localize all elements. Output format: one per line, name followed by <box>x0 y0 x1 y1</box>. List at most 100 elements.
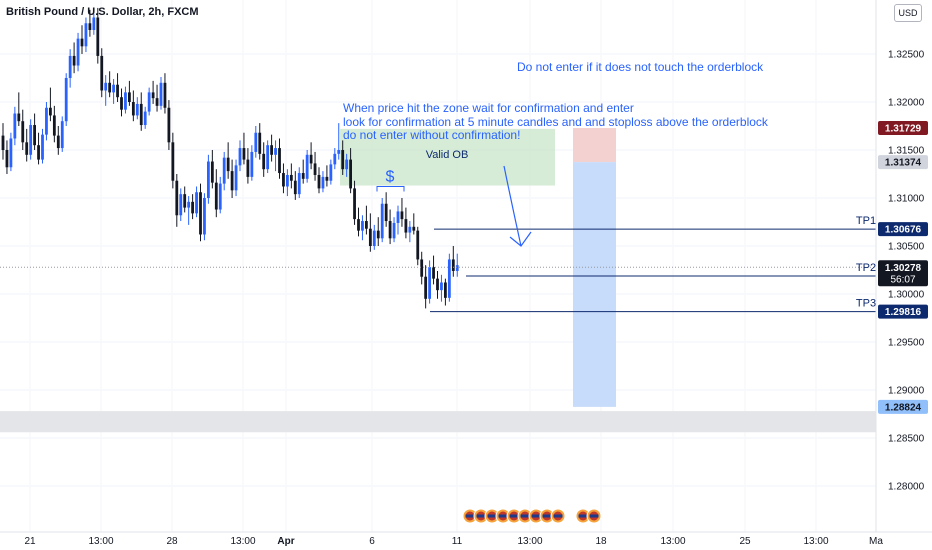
chart-title: British Pound / U.S. Dollar, 2h, FXCM <box>6 6 199 18</box>
candle-body <box>100 55 104 91</box>
price-tag-label: 1.30676 <box>885 225 922 236</box>
target-zone <box>573 162 616 407</box>
candle-body <box>203 198 206 235</box>
candle-body <box>396 211 400 223</box>
event-flag-icon[interactable] <box>575 508 591 524</box>
candle-body <box>218 183 222 210</box>
order-block-zone <box>340 128 555 186</box>
candle-body <box>29 125 33 155</box>
candle-body <box>167 107 171 143</box>
event-flag-icon[interactable] <box>517 508 533 524</box>
candle-body <box>191 201 194 214</box>
candle-body <box>392 222 396 239</box>
candle-body <box>1 135 5 150</box>
price-tag <box>878 222 928 237</box>
flag-stripe <box>520 514 530 518</box>
candle-body <box>104 82 108 91</box>
event-flag-icon[interactable] <box>495 508 511 524</box>
time-axis[interactable]: 21 13:00 28 13:00 Apr 6 11 13:00 18 13:00 25 13:00 M… <box>0 531 932 547</box>
drawing-lines: TP1 TP2 TP3 $ <box>0 165 876 313</box>
gray-band <box>0 411 876 433</box>
candle-body <box>428 267 431 299</box>
candle-body <box>368 228 372 246</box>
candle-body <box>116 84 119 98</box>
candle-body <box>317 174 321 189</box>
candle-body <box>372 230 376 246</box>
candle-body <box>80 38 84 47</box>
current-price-label: 1.30278 <box>885 263 922 274</box>
candle-body <box>131 102 135 116</box>
candle-body <box>282 173 285 187</box>
candle-body <box>313 163 317 175</box>
candle-body <box>13 113 17 139</box>
candle-body <box>96 17 100 56</box>
candle-body <box>455 265 459 271</box>
candle-body <box>45 107 48 135</box>
event-flag-icon[interactable] <box>473 508 489 524</box>
flag-stripe <box>465 514 475 518</box>
candle-body <box>447 259 451 298</box>
candle-body <box>384 203 388 222</box>
price-tag <box>878 304 928 319</box>
candle-body <box>37 145 40 160</box>
price-tag-label: 1.28824 <box>885 402 922 413</box>
current-price-tag <box>878 260 928 287</box>
candle-body <box>242 148 246 160</box>
candle-body <box>179 194 183 216</box>
x-tick-label: 13:00 <box>517 536 542 547</box>
candle-body <box>432 267 435 279</box>
drawing-zones: Valid OB <box>0 128 876 433</box>
event-flag-icon[interactable] <box>550 508 566 524</box>
event-flag-icon[interactable] <box>586 508 602 524</box>
x-tick-label: 6 <box>369 536 375 547</box>
candle-body <box>163 82 167 108</box>
candle-body <box>388 221 392 239</box>
event-flag-icon[interactable] <box>506 508 522 524</box>
candle-body <box>143 111 147 126</box>
candle-body <box>72 55 76 66</box>
candle-body <box>21 121 25 143</box>
price-tag-label: 1.31729 <box>885 124 922 135</box>
candle-body <box>250 151 254 177</box>
candle-body <box>266 145 270 170</box>
candle-body <box>321 176 325 189</box>
candle-body <box>207 161 210 198</box>
event-flag-icon[interactable] <box>484 508 500 524</box>
event-flag-icon[interactable] <box>539 508 555 524</box>
candle-body <box>52 115 56 136</box>
y-tick-label: 1.29500 <box>888 338 925 349</box>
candle-body <box>451 259 455 271</box>
price-tag-label: 1.31374 <box>885 158 922 169</box>
candle-body <box>17 113 21 122</box>
grid-lines <box>0 53 876 487</box>
candle-body <box>353 188 356 220</box>
candle-body <box>329 164 333 181</box>
candle-body <box>49 107 52 116</box>
candle-body <box>365 221 368 229</box>
price-axis[interactable]: 1.32500 1.32000 1.31500 1.31000 1.30500 1.300… <box>875 0 928 532</box>
candle-body <box>151 92 155 99</box>
candle-body <box>305 154 309 179</box>
bar-countdown: 56:07 <box>890 274 915 285</box>
liquidity-bracket <box>376 185 405 192</box>
candle-body <box>84 23 88 47</box>
candle-body <box>416 230 420 260</box>
candle-body <box>309 154 313 164</box>
x-tick-label: 28 <box>166 536 178 547</box>
candle-body <box>444 282 447 298</box>
candle-body <box>301 173 305 179</box>
candle-body <box>361 221 364 231</box>
economic-events[interactable] <box>462 508 602 524</box>
candle-body <box>297 173 301 195</box>
flag-stripe <box>542 514 552 518</box>
flag-stripe <box>589 514 599 518</box>
candle-body <box>238 148 242 166</box>
currency-button[interactable]: USD <box>894 4 922 22</box>
candle-body <box>325 176 329 181</box>
flag-stripe <box>531 514 541 518</box>
arrow-head <box>509 231 532 247</box>
x-tick-label: 13:00 <box>660 536 685 547</box>
candle-body <box>349 159 352 189</box>
y-tick-label: 1.28000 <box>888 482 925 493</box>
